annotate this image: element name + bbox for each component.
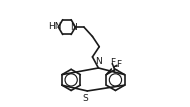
Text: F: F	[116, 60, 121, 69]
Text: S: S	[82, 94, 88, 103]
Text: F: F	[112, 66, 117, 75]
Text: HN: HN	[49, 22, 62, 31]
Text: N: N	[95, 57, 102, 66]
Text: F: F	[110, 58, 115, 67]
Text: N: N	[70, 23, 77, 32]
